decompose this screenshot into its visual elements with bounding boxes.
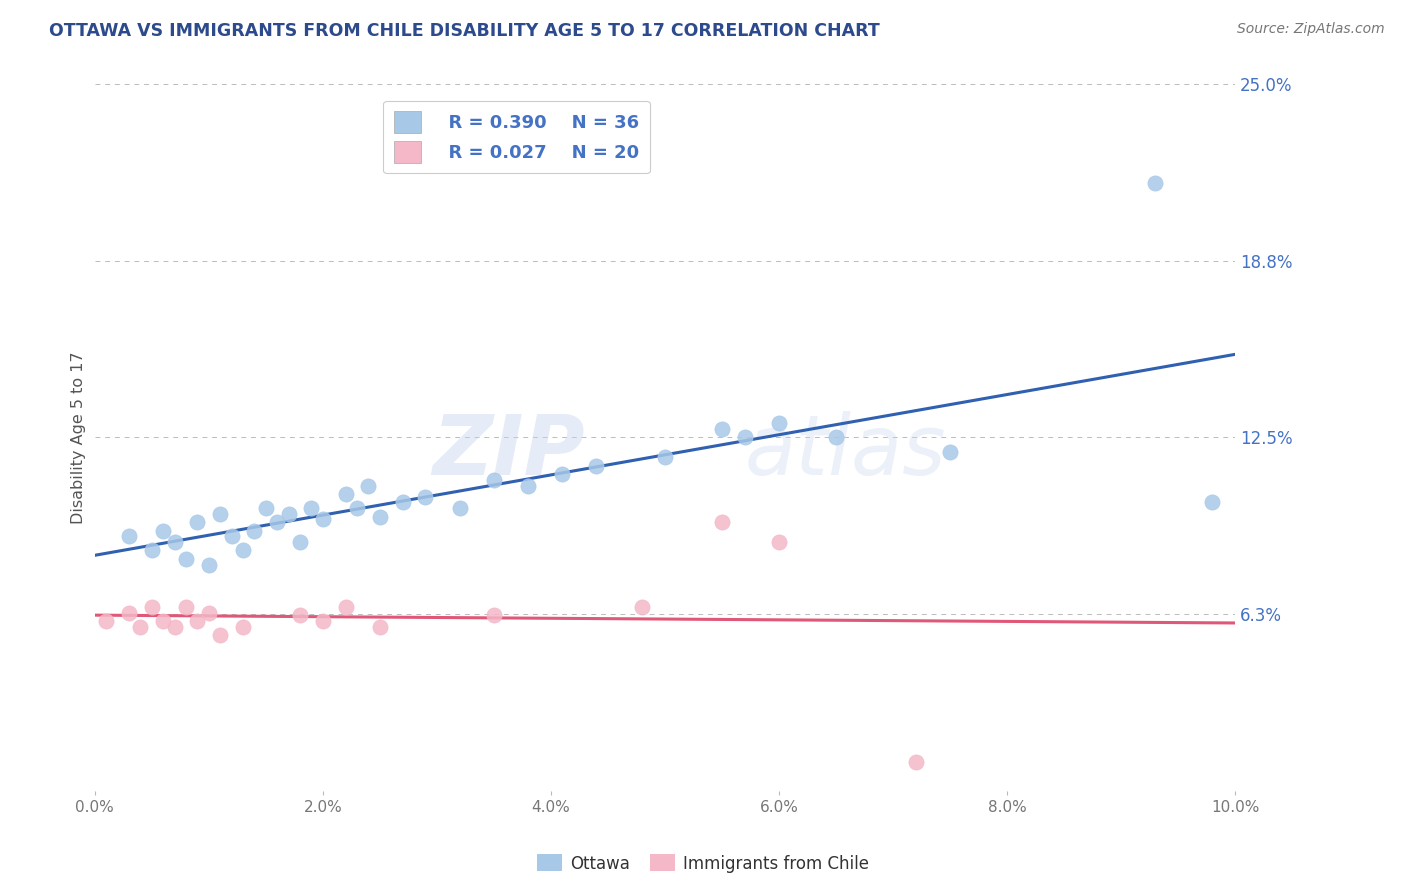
Point: [631, 599, 654, 614]
Point: [517, 478, 540, 492]
Point: [710, 515, 733, 529]
Point: [288, 608, 311, 623]
Point: [299, 501, 322, 516]
Point: [266, 515, 288, 529]
Text: Source: ZipAtlas.com: Source: ZipAtlas.com: [1237, 22, 1385, 37]
Legend:   R = 0.390    N = 36,   R = 0.027    N = 20: R = 0.390 N = 36, R = 0.027 N = 20: [384, 101, 650, 173]
Point: [288, 535, 311, 549]
Y-axis label: Disability Age 5 to 17: Disability Age 5 to 17: [72, 351, 86, 524]
Point: [734, 430, 756, 444]
Point: [152, 524, 174, 538]
Point: [197, 558, 219, 572]
Point: [654, 450, 676, 465]
Point: [335, 599, 357, 614]
Point: [186, 515, 208, 529]
Point: [449, 501, 471, 516]
Point: [232, 620, 254, 634]
Point: [254, 501, 277, 516]
Point: [825, 430, 848, 444]
Point: [904, 756, 927, 770]
Text: atlas: atlas: [745, 411, 946, 492]
Point: [551, 467, 574, 482]
Point: [368, 509, 391, 524]
Point: [174, 552, 197, 566]
Legend: Ottawa, Immigrants from Chile: Ottawa, Immigrants from Chile: [530, 847, 876, 880]
Point: [1201, 495, 1223, 509]
Point: [129, 620, 152, 634]
Point: [335, 487, 357, 501]
Point: [209, 507, 232, 521]
Point: [197, 606, 219, 620]
Point: [174, 599, 197, 614]
Point: [357, 478, 380, 492]
Point: [243, 524, 266, 538]
Point: [346, 501, 368, 516]
Point: [1144, 176, 1167, 190]
Point: [232, 543, 254, 558]
Point: [768, 535, 790, 549]
Point: [312, 512, 335, 526]
Point: [152, 614, 174, 628]
Point: [221, 529, 243, 543]
Text: OTTAWA VS IMMIGRANTS FROM CHILE DISABILITY AGE 5 TO 17 CORRELATION CHART: OTTAWA VS IMMIGRANTS FROM CHILE DISABILI…: [49, 22, 880, 40]
Point: [277, 507, 299, 521]
Point: [118, 606, 141, 620]
Point: [768, 417, 790, 431]
Point: [118, 529, 141, 543]
Point: [585, 458, 607, 473]
Point: [163, 620, 186, 634]
Point: [186, 614, 208, 628]
Text: ZIP: ZIP: [433, 411, 585, 492]
Point: [312, 614, 335, 628]
Point: [391, 495, 413, 509]
Point: [141, 543, 163, 558]
Point: [141, 599, 163, 614]
Point: [368, 620, 391, 634]
Point: [163, 535, 186, 549]
Point: [939, 444, 962, 458]
Point: [209, 628, 232, 642]
Point: [415, 490, 437, 504]
Point: [710, 422, 733, 436]
Point: [482, 608, 505, 623]
Point: [94, 614, 117, 628]
Point: [482, 473, 505, 487]
